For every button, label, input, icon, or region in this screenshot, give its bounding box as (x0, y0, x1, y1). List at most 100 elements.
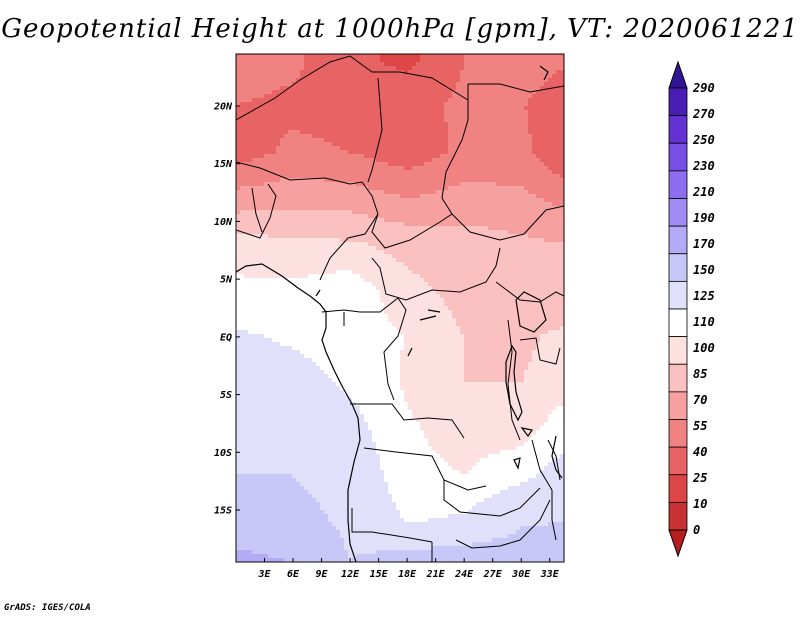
field-cell (496, 242, 501, 247)
field-cell (424, 138, 429, 143)
field-cell (548, 206, 553, 211)
field-cell (324, 54, 329, 59)
field-cell (420, 94, 425, 99)
field-cell (244, 214, 249, 219)
field-cell (436, 102, 441, 107)
field-cell (420, 122, 425, 127)
field-cell (560, 150, 564, 155)
field-cell (464, 186, 469, 191)
field-cell (536, 150, 541, 155)
field-cell (520, 58, 525, 63)
field-cell (388, 178, 393, 183)
field-cell (448, 170, 453, 175)
field-cell (488, 58, 493, 63)
field-cell (292, 106, 297, 111)
field-cell (388, 222, 393, 227)
field-cell (236, 74, 241, 79)
field-cell (380, 214, 385, 219)
field-cell (348, 166, 353, 171)
field-cell (280, 294, 285, 299)
field-cell (408, 122, 413, 127)
field-cell (448, 230, 453, 235)
field-cell (396, 290, 401, 295)
field-cell (424, 130, 429, 135)
field-cell (384, 186, 389, 191)
field-cell (252, 118, 257, 123)
field-cell (236, 290, 241, 295)
field-cell (464, 294, 469, 299)
field-cell (536, 82, 541, 87)
field-cell (276, 154, 281, 159)
field-cell (408, 54, 413, 59)
field-cell (244, 78, 249, 83)
field-cell (252, 254, 257, 259)
field-cell (372, 130, 377, 135)
field-cell (480, 66, 485, 71)
field-cell (236, 54, 241, 59)
field-cell (252, 186, 257, 191)
field-cell (304, 270, 309, 275)
field-cell (360, 274, 365, 279)
field-cell (352, 270, 357, 275)
field-cell (256, 158, 261, 163)
field-cell (244, 242, 249, 247)
field-cell (340, 194, 345, 199)
field-cell (416, 198, 421, 203)
field-cell (356, 54, 361, 59)
field-cell (348, 198, 353, 203)
field-cell (500, 242, 505, 247)
field-cell (388, 282, 393, 287)
field-cell (384, 90, 389, 95)
field-cell (320, 190, 325, 195)
field-cell (480, 54, 485, 59)
field-cell (264, 282, 269, 287)
field-cell (444, 194, 449, 199)
field-cell (308, 194, 313, 199)
field-cell (484, 286, 489, 291)
field-cell (320, 78, 325, 83)
field-cell (492, 150, 497, 155)
field-cell (260, 106, 265, 111)
field-cell (244, 258, 249, 263)
field-cell (524, 106, 529, 111)
field-cell (460, 158, 465, 163)
field-cell (488, 122, 493, 127)
field-cell (400, 110, 405, 115)
field-cell (316, 182, 321, 187)
field-cell (424, 150, 429, 155)
field-cell (240, 146, 245, 151)
field-cell (516, 242, 521, 247)
field-cell (312, 278, 317, 283)
field-cell (496, 170, 501, 175)
field-cell (556, 174, 561, 179)
field-cell (452, 206, 457, 211)
field-cell (492, 158, 497, 163)
field-cell (484, 262, 489, 267)
field-cell (300, 194, 305, 199)
field-cell (416, 74, 421, 79)
field-cell (500, 230, 505, 235)
field-cell (276, 210, 281, 215)
field-cell (280, 182, 285, 187)
field-cell (504, 286, 509, 291)
field-cell (416, 142, 421, 147)
field-cell (528, 214, 533, 219)
field-cell (444, 134, 449, 139)
field-cell (332, 274, 337, 279)
field-cell (456, 282, 461, 287)
field-cell (308, 262, 313, 267)
field-cell (544, 186, 549, 191)
field-cell (320, 186, 325, 191)
field-cell (464, 126, 469, 131)
field-cell (332, 166, 337, 171)
field-cell (412, 258, 417, 263)
field-cell (324, 90, 329, 95)
field-cell (272, 202, 277, 207)
field-cell (396, 74, 401, 79)
field-cell (296, 82, 301, 87)
field-cell (300, 254, 305, 259)
field-cell (552, 214, 557, 219)
field-cell (388, 130, 393, 135)
field-cell (476, 62, 481, 67)
field-cell (328, 286, 333, 291)
